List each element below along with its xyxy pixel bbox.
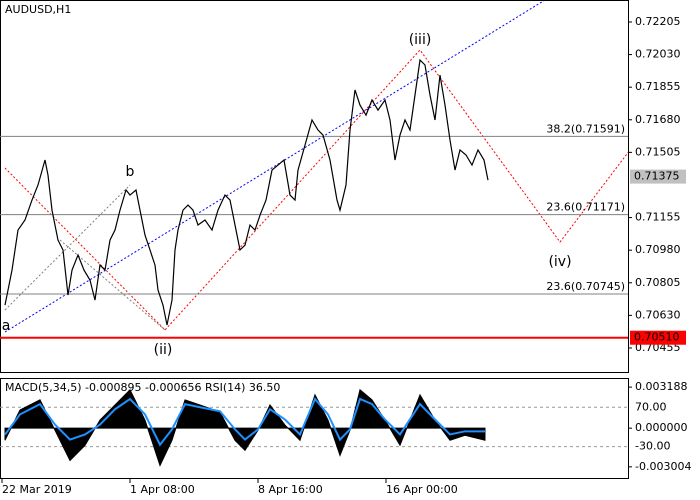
trend-line	[4, 0, 546, 333]
wave-label: (ii)	[154, 342, 173, 358]
wave-label: (iv)	[548, 254, 571, 270]
y-tick-label: 0.000000	[635, 421, 688, 434]
x-tick-label: 8 Apr 16:00	[258, 483, 323, 496]
y2-tick-label: 70.00	[635, 400, 667, 413]
y2-tick-label: -30.00	[635, 440, 670, 453]
y-tick-label: 0.72030	[635, 48, 681, 61]
price-box	[630, 330, 686, 345]
y-tick-label: 0.70980	[635, 243, 681, 256]
price-line-series	[4, 58, 489, 326]
level-label: 23.6(0.71171)	[546, 201, 625, 214]
y-tick-label: 0.003188	[635, 380, 688, 393]
y-tick-label: 0.72205	[635, 15, 681, 28]
price-box	[630, 169, 686, 184]
price-label: 0.71375	[634, 170, 680, 183]
ab-line	[59, 239, 166, 331]
wave-label: b	[126, 164, 135, 180]
wave-label: a	[2, 318, 11, 334]
y-tick-label: -0.003004	[635, 460, 691, 473]
ab-line	[4, 184, 131, 311]
indicator-title: MACD(5,34,5) -0.000895 -0.000656 RSI(14)…	[5, 381, 280, 394]
x-tick-label: 22 Mar 2019	[2, 483, 72, 496]
rsi-line	[4, 397, 485, 447]
y-tick-label: 0.70805	[635, 276, 681, 289]
y-tick-label: 0.71505	[635, 145, 681, 158]
chart-title: AUDUSD,H1	[5, 3, 71, 16]
y-tick-label: 0.71855	[635, 80, 681, 93]
main-frame	[0, 0, 629, 373]
y-tick-label: 0.71155	[635, 211, 681, 224]
level-label: 23.6(0.70745)	[546, 280, 625, 293]
y-tick-label: 0.71680	[635, 113, 681, 126]
x-tick-label: 16 Apr 00:00	[386, 483, 458, 496]
price-label: 0.70510	[634, 331, 680, 344]
wave-label: (iii)	[409, 32, 432, 48]
x-tick-label: 1 Apr 08:00	[130, 483, 195, 496]
y-tick-label: 0.70630	[635, 308, 681, 321]
level-label: 38.2(0.71591)	[546, 122, 625, 135]
